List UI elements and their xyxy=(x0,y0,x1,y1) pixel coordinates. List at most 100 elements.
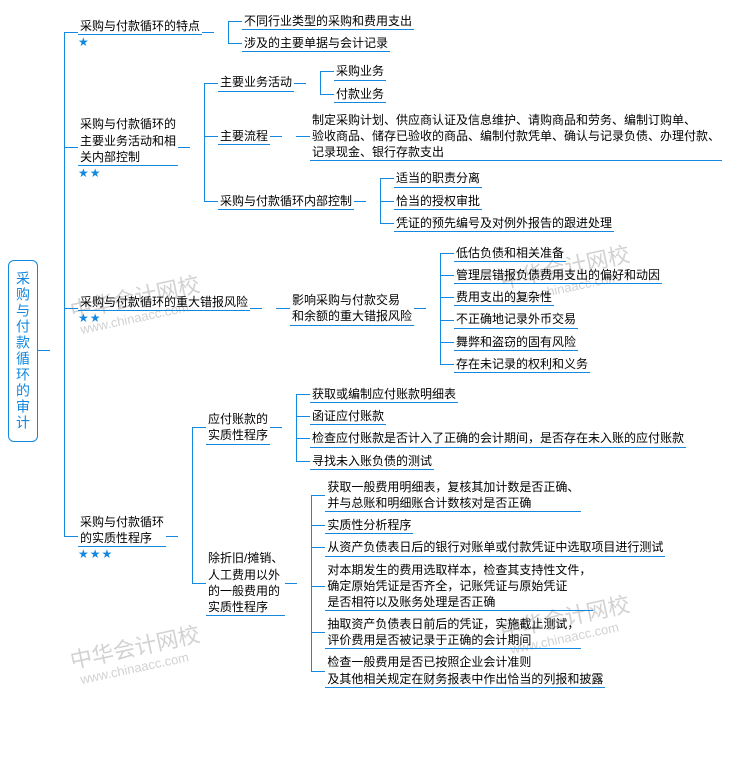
node-label: 付款业务 xyxy=(334,85,386,103)
node-label: 检查一般费用是否已按照企业会计准则及其他相关规定在财务报表中作出恰当的列报和披露 xyxy=(325,653,605,687)
node-label: 凭证的预先编号及对例外报告的跟进处理 xyxy=(394,214,614,232)
importance-stars: ★★★ xyxy=(78,548,113,560)
tree-item: 低估负债和相关准备 xyxy=(440,242,662,264)
tree-item: 存在未记录的权利和义务 xyxy=(440,353,662,375)
subtree: 主要业务活动采购业务付款业务主要流程制定采购计划、供应商认证及信息维护、请购商品… xyxy=(190,58,722,236)
children-connector: 低估负债和相关准备管理层错报负债费用支出的偏好和动因费用支出的复杂性不正确地记录… xyxy=(414,242,662,375)
node: 付款业务 xyxy=(334,85,386,103)
subtree: 适当的职责分离恰当的授权审批凭证的预先编号及对例外报告的跟进处理 xyxy=(366,167,614,234)
node: 采购与付款循环的重大错报风险★★影响采购与付款交易和余额的重大错报风险低估负债和… xyxy=(78,240,722,377)
tree-item: 检查应付账款是否计入了正确的会计期间，是否存在未入账的应付账款 xyxy=(296,427,686,449)
node: 寻找未入账负债的测试 xyxy=(310,452,686,470)
node-label: 主要业务活动 xyxy=(218,73,294,91)
node-label: 寻找未入账负债的测试 xyxy=(310,452,434,470)
node-label: 采购与付款循环内部控制 xyxy=(218,192,354,210)
node: 应付账款的实质性程序获取或编制应付账款明细表函证应付账款检查应付账款是否计入了正… xyxy=(206,383,686,472)
children-connector: 应付账款的实质性程序获取或编制应付账款明细表函证应付账款检查应付账款是否计入了正… xyxy=(166,381,686,692)
node-label: 获取或编制应付账款明细表 xyxy=(310,385,458,403)
node-label: 采购与付款循环的主要业务活动和相关内部控制 xyxy=(78,115,178,166)
tree-item: 寻找未入账负债的测试 xyxy=(296,450,686,472)
tree-item: 获取或编制应付账款明细表 xyxy=(296,383,686,405)
node-label: 检查应付账款是否计入了正确的会计期间，是否存在未入账的应付账款 xyxy=(310,429,686,447)
tree-item: 影响采购与付款交易和余额的重大错报风险低估负债和相关准备管理层错报负债费用支出的… xyxy=(276,240,662,377)
node-label: 主要流程 xyxy=(218,127,270,145)
node: 抽取资产负债表日前后的凭证，实施截止测试，评价费用是否被记录于正确的会计期间 xyxy=(325,615,665,649)
node-label: 应付账款的实质性程序 xyxy=(206,410,270,444)
node: 检查一般费用是否已按照企业会计准则及其他相关规定在财务报表中作出恰当的列报和披露 xyxy=(325,653,665,687)
node: 不正确地记录外币交易 xyxy=(454,310,662,328)
tree-item: 管理层错报负债费用支出的偏好和动因 xyxy=(440,264,662,286)
node-label: 低估负债和相关准备 xyxy=(454,244,566,262)
tree-item: 对本期发生的费用选取样本，检查其支持性文件，确定原始凭证是否齐全，记账凭证与原始… xyxy=(311,559,665,614)
subtree: 应付账款的实质性程序获取或编制应付账款明细表函证应付账款检查应付账款是否计入了正… xyxy=(178,381,686,692)
tree-item: 采购与付款循环内部控制适当的职责分离恰当的授权审批凭证的预先编号及对例外报告的跟… xyxy=(204,165,722,236)
node-label: 不同行业类型的采购和费用支出 xyxy=(242,12,414,30)
children-connector: 主要业务活动采购业务付款业务主要流程制定采购计划、供应商认证及信息维护、请购商品… xyxy=(178,58,722,236)
children-connector: 获取一般费用明细表，复核其加计数是否正确、并与总账和明细账合计数核对是否正确实质… xyxy=(285,476,665,690)
tree-item: 恰当的授权审批 xyxy=(380,190,614,212)
node: 存在未记录的权利和义务 xyxy=(454,355,662,373)
node-label: 除折旧/摊销、人工费用以外的一般费用的实质性程序 xyxy=(206,549,285,616)
node: 采购与付款循环的主要业务活动和相关内部控制★★主要业务活动采购业务付款业务主要流… xyxy=(78,58,722,236)
subtree: 低估负债和相关准备管理层错报负债费用支出的偏好和动因费用支出的复杂性不正确地记录… xyxy=(426,242,662,375)
node: 从资产负债表日后的银行对账单或付款凭证中选取项目进行测试 xyxy=(325,538,665,556)
node-label: 抽取资产负债表日前后的凭证，实施截止测试，评价费用是否被记录于正确的会计期间 xyxy=(325,615,581,649)
node-label: 管理层错报负债费用支出的偏好和动因 xyxy=(454,266,662,284)
tree-item: 获取一般费用明细表，复核其加计数是否正确、并与总账和明细账合计数核对是否正确 xyxy=(311,476,665,514)
node-label: 函证应付账款 xyxy=(310,407,386,425)
node-label: 适当的职责分离 xyxy=(394,169,482,187)
root-connector xyxy=(38,350,50,351)
subtree: 采购业务付款业务 xyxy=(306,60,386,104)
node: 主要流程 制定采购计划、供应商认证及信息维护、请购商品和劳务、编制订购单、验收商品… xyxy=(218,109,722,164)
mindmap: 采购与付款循环的审计 采购与付款循环的特点★不同行业类型的采购和费用支出涉及的主… xyxy=(8,8,744,694)
tree-item: 检查一般费用是否已按照企业会计准则及其他相关规定在财务报表中作出恰当的列报和披露 xyxy=(311,651,665,689)
tree-item: 除折旧/摊销、人工费用以外的一般费用的实质性程序获取一般费用明细表，复核其加计数… xyxy=(192,474,686,692)
node-label: 不正确地记录外币交易 xyxy=(454,310,578,328)
root-node: 采购与付款循环的审计 xyxy=(8,260,38,442)
tree-item: 不同行业类型的采购和费用支出 xyxy=(228,10,414,32)
node: 涉及的主要单据与会计记录 xyxy=(242,34,414,52)
tree-item: 应付账款的实质性程序获取或编制应付账款明细表函证应付账款检查应付账款是否计入了正… xyxy=(192,381,686,474)
node-label: 实质性分析程序 xyxy=(325,516,413,534)
tree-item: 采购与付款循环的重大错报风险★★影响采购与付款交易和余额的重大错报风险低估负债和… xyxy=(64,238,722,379)
node: 影响采购与付款交易和余额的重大错报风险低估负债和相关准备管理层错报负债费用支出的… xyxy=(290,242,662,375)
subtree: 获取或编制应付账款明细表函证应付账款检查应付账款是否计入了正确的会计期间，是否存… xyxy=(282,383,686,472)
node: 不同行业类型的采购和费用支出 xyxy=(242,12,414,30)
node: 适当的职责分离 xyxy=(394,169,614,187)
node-label: 采购业务 xyxy=(334,62,386,80)
tree-root: 采购与付款循环的特点★不同行业类型的采购和费用支出涉及的主要单据与会计记录采购与… xyxy=(50,8,722,694)
tree-item: 费用支出的复杂性 xyxy=(440,286,662,308)
tree-item: 函证应付账款 xyxy=(296,405,686,427)
children-connector: 影响采购与付款交易和余额的重大错报风险低估负债和相关准备管理层错报负债费用支出的… xyxy=(250,240,662,377)
node: 采购与付款循环的实质性程序★★★应付账款的实质性程序获取或编制应付账款明细表函证… xyxy=(78,381,722,692)
node-label: 采购与付款循环的实质性程序 xyxy=(78,513,166,547)
node-label: 采购与付款循环的重大错报风险 xyxy=(78,293,250,311)
tree-item: 制定采购计划、供应商认证及信息维护、请购商品和劳务、编制订购单、验收商品、储存已… xyxy=(296,109,722,164)
tree-item: 抽取资产负债表日前后的凭证，实施截止测试，评价费用是否被记录于正确的会计期间 xyxy=(311,613,665,651)
children-connector: 采购业务付款业务 xyxy=(294,60,386,104)
tree-item: 舞弊和盗窃的固有风险 xyxy=(440,331,662,353)
tree-item: 采购与付款循环的实质性程序★★★应付账款的实质性程序获取或编制应付账款明细表函证… xyxy=(64,379,722,694)
node-label: 获取一般费用明细表，复核其加计数是否正确、并与总账和明细账合计数核对是否正确 xyxy=(325,478,581,512)
children-connector: 获取或编制应付账款明细表函证应付账款检查应付账款是否计入了正确的会计期间，是否存… xyxy=(270,383,686,472)
node: 低估负债和相关准备 xyxy=(454,244,662,262)
node: 恰当的授权审批 xyxy=(394,192,614,210)
tree-item: 主要流程 制定采购计划、供应商认证及信息维护、请购商品和劳务、编制订购单、验收商品… xyxy=(204,107,722,166)
node-label: 恰当的授权审批 xyxy=(394,192,482,210)
node: 制定采购计划、供应商认证及信息维护、请购商品和劳务、编制订购单、验收商品、储存已… xyxy=(310,111,722,162)
node: 管理层错报负债费用支出的偏好和动因 xyxy=(454,266,662,284)
tree-item: 主要业务活动采购业务付款业务 xyxy=(204,58,722,106)
importance-stars: ★★ xyxy=(78,167,102,179)
subtree: 不同行业类型的采购和费用支出涉及的主要单据与会计记录 xyxy=(214,10,414,54)
node: 主要业务活动采购业务付款业务 xyxy=(218,60,722,104)
tree-item: 凭证的预先编号及对例外报告的跟进处理 xyxy=(380,212,614,234)
tree-item: 采购与付款循环的主要业务活动和相关内部控制★★主要业务活动采购业务付款业务主要流… xyxy=(64,56,722,238)
node: 获取或编制应付账款明细表 xyxy=(310,385,686,403)
node-label: 对本期发生的费用选取样本，检查其支持性文件，确定原始凭证是否齐全，记账凭证与原始… xyxy=(325,561,593,612)
node: 实质性分析程序 xyxy=(325,516,665,534)
children-connector: 适当的职责分离恰当的授权审批凭证的预先编号及对例外报告的跟进处理 xyxy=(354,167,614,234)
tree-item: 适当的职责分离 xyxy=(380,167,614,189)
subtree: 影响采购与付款交易和余额的重大错报风险低估负债和相关准备管理层错报负债费用支出的… xyxy=(262,240,662,377)
subtree: 获取一般费用明细表，复核其加计数是否正确、并与总账和明细账合计数核对是否正确实质… xyxy=(297,476,665,690)
node-label: 涉及的主要单据与会计记录 xyxy=(242,34,390,52)
